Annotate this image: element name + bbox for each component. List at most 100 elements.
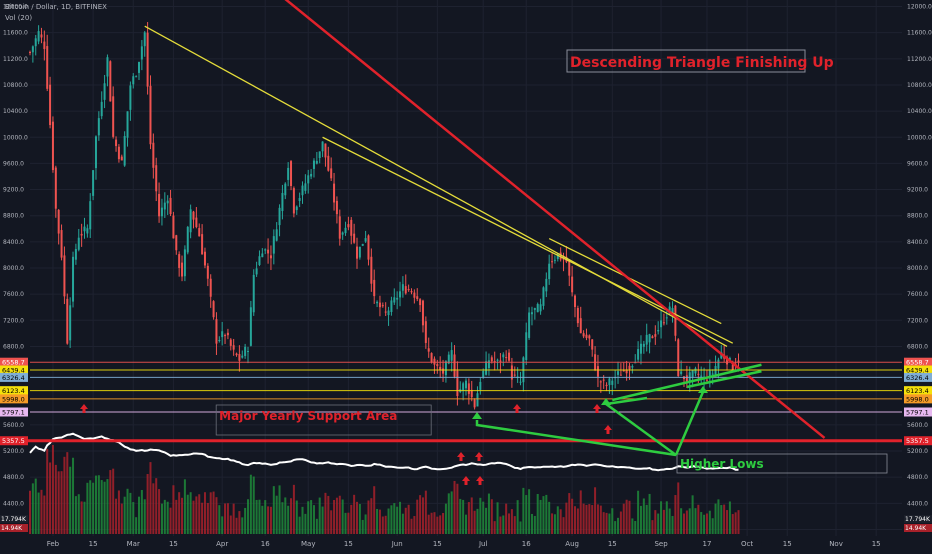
candle-body bbox=[551, 261, 554, 263]
volume-bar bbox=[321, 506, 324, 534]
y-tick-label-left: 10400.0 bbox=[3, 108, 28, 115]
volume-bar bbox=[476, 508, 479, 534]
volume-bar bbox=[674, 495, 677, 534]
red-up-arrow bbox=[593, 404, 601, 413]
candle-body bbox=[249, 307, 252, 346]
candle-body bbox=[642, 343, 645, 347]
candle-body bbox=[470, 389, 473, 398]
volume-bar bbox=[462, 499, 465, 534]
volume-bar bbox=[680, 508, 683, 534]
candle-body bbox=[226, 332, 229, 336]
volume-bar bbox=[703, 514, 706, 534]
candle-body bbox=[123, 136, 126, 166]
volume-bar bbox=[373, 486, 376, 534]
candle-body bbox=[321, 141, 324, 152]
candle-body bbox=[146, 32, 149, 87]
volume-bar bbox=[508, 513, 511, 534]
volume-bar bbox=[510, 509, 513, 534]
higher-lows-box bbox=[676, 453, 888, 474]
candle-body bbox=[390, 300, 393, 313]
candle-body bbox=[267, 249, 270, 254]
price-label-bg-left bbox=[0, 365, 28, 375]
candle-body bbox=[155, 165, 158, 192]
candle-body bbox=[539, 304, 542, 312]
y-tick-label-right: 7200.0 bbox=[907, 317, 928, 324]
volume-bar bbox=[249, 474, 252, 534]
volume-bar bbox=[384, 515, 387, 534]
green-arrowhead bbox=[698, 386, 708, 393]
x-tick-label: 15 bbox=[344, 540, 353, 548]
candle-body bbox=[189, 209, 192, 233]
candle-body bbox=[324, 143, 327, 158]
candle-body bbox=[654, 334, 657, 337]
candle-body bbox=[246, 351, 250, 353]
candle-body bbox=[284, 183, 287, 196]
volume-bar bbox=[229, 515, 232, 534]
volume-bar bbox=[631, 518, 634, 534]
volume-bar bbox=[72, 457, 75, 534]
price-label-bg-right bbox=[904, 407, 932, 417]
candle-body bbox=[172, 215, 175, 239]
y-tick-label-left: 5600.0 bbox=[3, 422, 24, 429]
candle-body bbox=[608, 378, 611, 386]
candle-body bbox=[467, 383, 470, 394]
volume-bar bbox=[140, 490, 143, 534]
volume-bar bbox=[482, 501, 485, 534]
candle-body bbox=[499, 360, 502, 362]
candle-body bbox=[602, 379, 605, 381]
volume-bar bbox=[292, 484, 295, 534]
candle-body bbox=[525, 332, 528, 361]
volume-bar bbox=[258, 499, 261, 534]
candle-body bbox=[186, 226, 189, 253]
price-label-bg-left bbox=[0, 394, 28, 404]
volume-bar bbox=[160, 503, 163, 534]
candle-body bbox=[508, 352, 511, 361]
y-tick-label-right: 5600.0 bbox=[907, 422, 928, 429]
volume-bar bbox=[261, 505, 264, 534]
price-label-bg-right bbox=[904, 365, 932, 375]
candle-body bbox=[252, 274, 255, 313]
volume-bar bbox=[100, 480, 103, 534]
candle-body bbox=[433, 358, 436, 365]
x-tick-label: 15 bbox=[608, 540, 617, 548]
volume-bar bbox=[505, 503, 508, 534]
volume-bar bbox=[717, 499, 720, 534]
candle-body bbox=[645, 334, 648, 345]
volume-bar bbox=[556, 506, 559, 534]
green-arrowhead bbox=[601, 398, 611, 405]
candle-body bbox=[530, 312, 533, 315]
volume-bar bbox=[660, 501, 663, 534]
volume-bars bbox=[28, 445, 740, 534]
candle-body bbox=[152, 142, 155, 168]
volume-bar bbox=[224, 503, 227, 534]
y-tick-label-right: 8400.0 bbox=[907, 239, 928, 246]
x-tick-label: 17 bbox=[702, 540, 711, 548]
candle-body bbox=[680, 371, 683, 374]
candle-body bbox=[206, 265, 209, 279]
title-box bbox=[566, 49, 806, 73]
x-tick-label: 15 bbox=[89, 540, 98, 548]
volume-bar bbox=[533, 515, 536, 534]
candle-body bbox=[149, 85, 152, 145]
candle-body bbox=[143, 32, 146, 47]
candle-body bbox=[485, 361, 488, 375]
volume-bar bbox=[711, 518, 714, 534]
volume-bar bbox=[705, 513, 708, 534]
candle-body bbox=[639, 343, 642, 354]
volume-bar bbox=[424, 490, 427, 534]
y-tick-label-left: 9600.0 bbox=[3, 160, 24, 167]
volume-bar bbox=[427, 514, 430, 534]
candles bbox=[28, 22, 740, 410]
candle-body bbox=[166, 200, 169, 204]
y-tick-label-left: 7600.0 bbox=[3, 291, 24, 298]
volume-bar bbox=[244, 507, 247, 534]
candle-body bbox=[548, 263, 551, 280]
candle-body bbox=[596, 366, 599, 377]
y-tick-label-right: 11600.0 bbox=[907, 30, 932, 37]
volume-bar bbox=[622, 503, 625, 534]
candle-body bbox=[410, 291, 413, 293]
volume-bar bbox=[605, 512, 608, 534]
price-label-bg-right bbox=[904, 372, 932, 382]
